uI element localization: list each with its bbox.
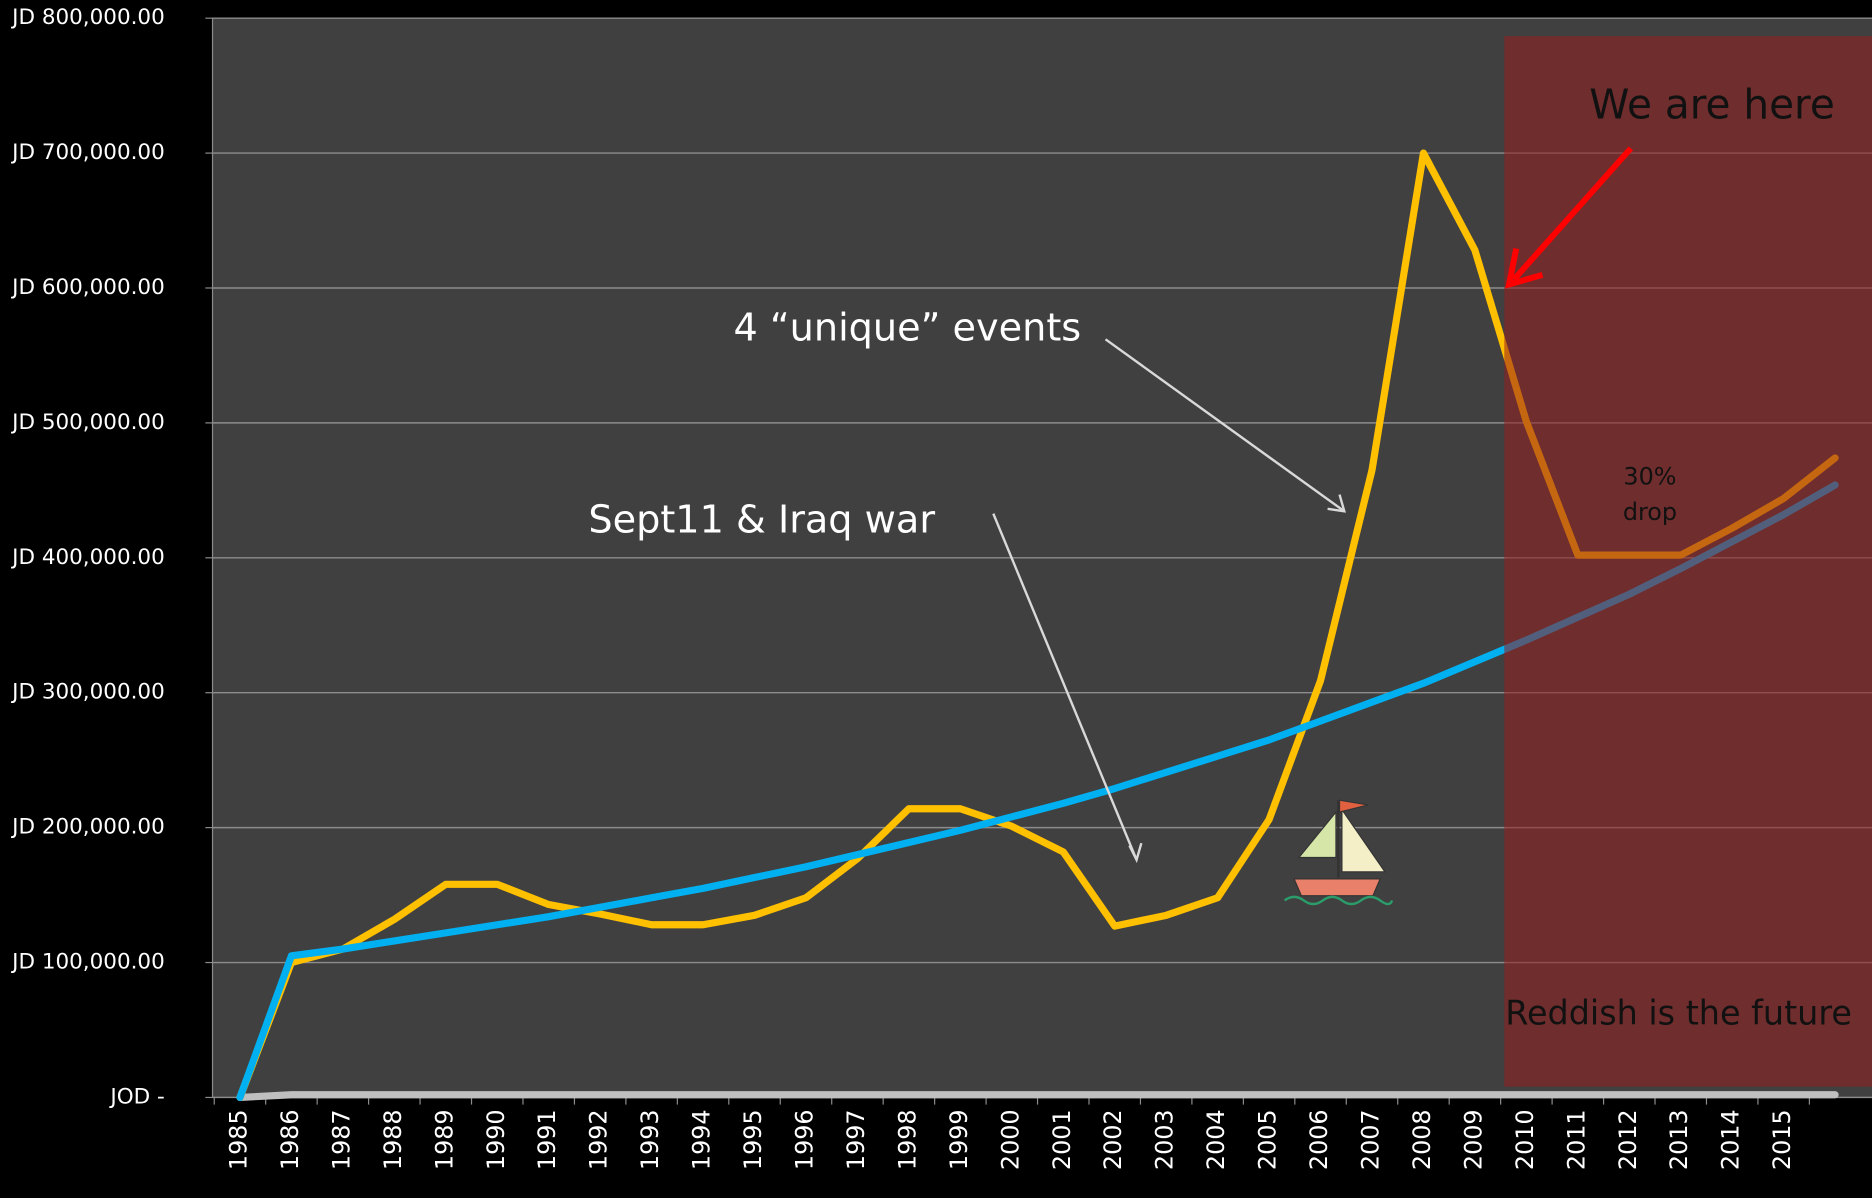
x-tick-label: 1988 [379, 1109, 407, 1170]
future-overlay [1504, 36, 1872, 1087]
x-tick-label: 2004 [1202, 1109, 1230, 1170]
annotation: We are here [1589, 81, 1835, 129]
annotation: Sept11 & Iraq war [588, 498, 935, 542]
chart: JOD - JD 100,000.00 JD 200,000.00 JD 300,00… [0, 0, 1872, 1198]
y-tick-label: JD 200,000.00 [10, 815, 165, 840]
x-tick-label: 1999 [945, 1109, 973, 1170]
series-line [240, 1095, 1835, 1098]
x-tick-label: 1990 [482, 1109, 510, 1170]
x-tick-label: 1996 [790, 1109, 818, 1170]
y-tick-label: JD 100,000.00 [10, 950, 165, 975]
x-tick-label: 2005 [1254, 1109, 1282, 1170]
annotation: 4 “unique” events [733, 306, 1081, 350]
x-tick-label: 2013 [1665, 1109, 1693, 1170]
x-tick-label: 1992 [585, 1109, 613, 1170]
y-tick-label: JD 400,000.00 [10, 545, 165, 570]
x-tick-label: 2000 [996, 1109, 1024, 1170]
x-tick-label: 2015 [1768, 1109, 1796, 1170]
annotation: drop [1623, 498, 1677, 526]
x-tick-label: 2008 [1408, 1109, 1436, 1170]
x-tick-label: 1985 [224, 1109, 252, 1170]
y-tick-label: JD 600,000.00 [10, 275, 165, 300]
x-tick-label: 1995 [739, 1109, 767, 1170]
x-tick-label: 1991 [533, 1109, 561, 1170]
x-tick-label: 2010 [1511, 1109, 1539, 1170]
annotation: 30% [1623, 462, 1676, 490]
y-tick-label: JOD - [108, 1084, 164, 1109]
x-tick-label: 2002 [1099, 1109, 1127, 1170]
x-tick-label: 2012 [1614, 1109, 1642, 1170]
x-tick-label: 1989 [430, 1109, 458, 1170]
x-tick-label: 1987 [327, 1109, 355, 1170]
y-tick-label: JD 300,000.00 [10, 680, 165, 705]
x-tick-label: 2007 [1357, 1109, 1385, 1170]
y-tick-label: JD 800,000.00 [10, 5, 165, 30]
x-tick-label: 1997 [842, 1109, 870, 1170]
x-tick-label: 2009 [1459, 1109, 1487, 1170]
x-tick-label: 2014 [1717, 1109, 1745, 1170]
x-tick-label: 1993 [636, 1109, 664, 1170]
x-tick-label: 2006 [1305, 1109, 1333, 1170]
x-tick-label: 1986 [276, 1109, 304, 1170]
x-tick-label: 1998 [893, 1109, 921, 1170]
x-tick-label: 2001 [1048, 1109, 1076, 1170]
annotation: Reddish is the future [1505, 994, 1852, 1033]
x-tick-label: 1994 [688, 1109, 716, 1170]
x-tick-label: 2003 [1151, 1109, 1179, 1170]
y-tick-label: JD 700,000.00 [10, 140, 165, 165]
y-tick-label: JD 500,000.00 [10, 410, 165, 435]
x-tick-label: 2011 [1562, 1109, 1590, 1170]
